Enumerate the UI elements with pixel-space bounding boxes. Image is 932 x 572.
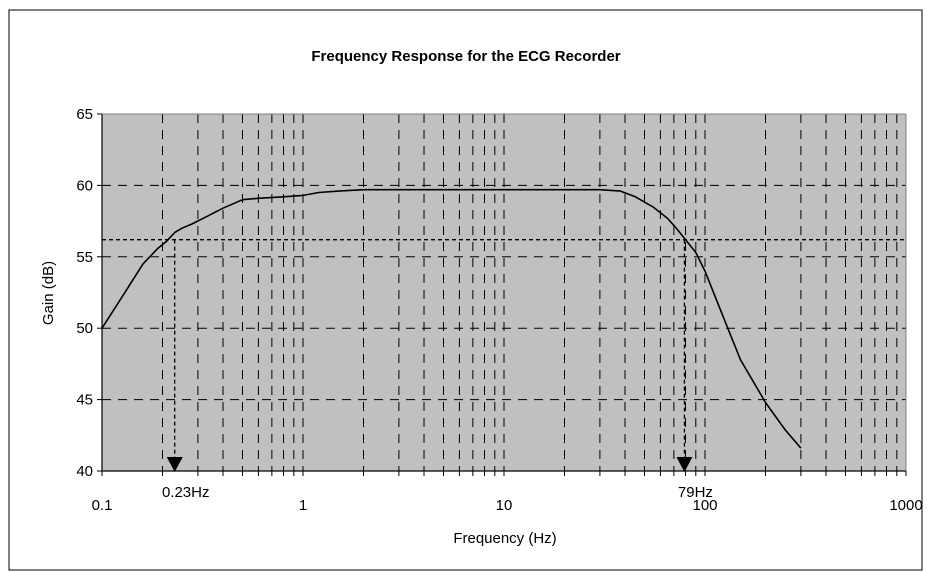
x-axis-label: Frequency (Hz) [453,530,556,547]
tick-labels: 0.1 1 10 100 1000 40 45 50 55 60 65 [76,106,922,514]
x-tick-label: 100 [692,497,717,514]
y-tick-label: 60 [76,177,93,194]
x-tick-label: 0.1 [92,497,113,514]
y-tick-label: 65 [76,106,93,123]
y-axis-label: Gain (dB) [40,261,57,325]
x-tick-label: 10 [496,497,513,514]
y-tick-label: 55 [76,249,93,266]
chart-title: Frequency Response for the ECG Recorder [311,48,620,65]
reference-lines: 0.23Hz 79Hz [102,239,906,501]
series-line [101,188,802,449]
y-tick-label: 40 [76,463,93,480]
y-tick-label: 45 [76,392,93,409]
series-layer [101,188,802,449]
cutoff-arrow [676,457,693,472]
cutoff-label: 79Hz [678,484,713,501]
cutoff-arrow [166,457,183,472]
axes [97,113,907,476]
y-tick-label: 50 [76,320,93,337]
x-tick-label: 1000 [889,497,922,514]
x-tick-label: 1 [299,497,307,514]
cutoff-label: 0.23Hz [162,484,210,501]
